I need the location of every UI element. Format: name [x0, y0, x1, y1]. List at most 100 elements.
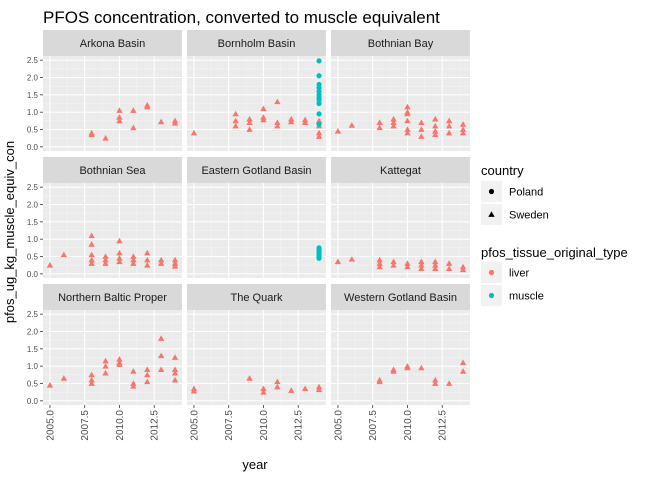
data-point	[418, 133, 425, 139]
data-point	[274, 122, 281, 129]
legend-color-symbol	[488, 292, 495, 299]
y-tick-label: 1.0	[27, 235, 39, 244]
chart-title: PFOS concentration, converted to muscle …	[43, 8, 440, 27]
data-point	[171, 263, 179, 269]
data-point	[418, 265, 425, 272]
data-point	[376, 263, 383, 270]
data-point	[459, 126, 467, 132]
data-point	[404, 126, 411, 132]
y-tick-label: 1.5	[27, 91, 39, 100]
legend-title-tissue-type: pfos_tissue_original_type	[481, 245, 628, 260]
x-tick-label: 2005.0	[45, 410, 56, 441]
data-point	[404, 129, 411, 136]
legend: country Poland Sweden pfos_tissue_original_…	[481, 163, 628, 306]
data-point	[390, 261, 397, 268]
data-point	[390, 368, 397, 374]
data-point	[390, 122, 397, 129]
data-point	[190, 129, 198, 136]
data-point	[144, 261, 151, 268]
data-point	[116, 107, 123, 113]
data-point	[246, 126, 253, 132]
data-point	[130, 260, 137, 266]
data-point	[157, 256, 165, 263]
data-point	[171, 366, 179, 373]
data-point	[404, 110, 411, 117]
data-point	[130, 107, 137, 113]
data-point	[116, 356, 123, 362]
data-point	[274, 98, 281, 105]
data-point	[316, 255, 322, 261]
data-point	[144, 249, 151, 256]
facet-strip-label: Eastern Gotland Basin	[201, 165, 311, 177]
data-point	[157, 118, 165, 125]
y-tick-label: 0.5	[27, 126, 39, 135]
data-point	[274, 378, 281, 385]
data-point	[88, 232, 95, 239]
y-tick-label: 0.0	[27, 143, 39, 152]
data-point	[432, 122, 439, 129]
y-tick-label: 2.0	[27, 200, 39, 209]
data-point	[432, 115, 439, 122]
data-point	[246, 375, 253, 381]
y-tick-label: 2.0	[27, 73, 39, 82]
data-point	[88, 241, 95, 247]
y-tick-label: 2.5	[27, 183, 39, 192]
y-tick-label: 2.5	[27, 56, 39, 65]
facet-strip	[331, 30, 470, 56]
data-point	[288, 118, 295, 125]
data-point	[116, 361, 123, 367]
data-point	[404, 364, 411, 371]
data-point	[260, 116, 267, 123]
data-point	[116, 255, 123, 261]
data-point	[157, 366, 165, 373]
data-point	[144, 366, 151, 373]
data-point	[376, 124, 383, 131]
data-point	[116, 249, 123, 256]
data-point	[376, 378, 383, 385]
data-point	[260, 105, 267, 112]
facet-strip	[187, 284, 326, 310]
x-tick-label: 2010.0	[115, 410, 126, 441]
y-tick-label: 0.0	[27, 397, 39, 406]
data-point	[432, 258, 439, 265]
y-tick-label: 1.5	[27, 345, 39, 354]
facet-strip	[43, 284, 182, 310]
data-point	[432, 376, 439, 383]
data-point	[157, 260, 165, 266]
data-point	[88, 260, 95, 266]
data-point	[116, 237, 123, 244]
legend-triangle-symbol	[488, 211, 495, 217]
facet-strip-label: Northern Baltic Proper	[58, 292, 167, 304]
data-point	[130, 124, 137, 131]
data-point	[116, 114, 123, 120]
x-tick-label: 2007.5	[368, 410, 379, 441]
x-tick-label: 2005.0	[189, 410, 200, 441]
data-point	[88, 371, 95, 378]
data-point	[288, 387, 295, 393]
data-point	[171, 256, 179, 263]
data-point	[260, 388, 267, 395]
data-point	[232, 117, 239, 124]
x-tick-label: 2007.5	[224, 410, 235, 441]
facet-bothnian-sea: Bothnian Sea 0.0 0.5 1.0 1.5 2.0 2.5	[27, 157, 182, 279]
data-point	[171, 354, 179, 360]
data-point	[404, 260, 411, 266]
data-point	[432, 131, 439, 138]
data-point	[445, 380, 453, 386]
data-point	[102, 256, 109, 263]
data-point	[102, 253, 109, 259]
facet-kattegat: Kattegat	[331, 157, 470, 278]
data-point	[334, 258, 342, 265]
x-tick-label: 2012.5	[294, 410, 305, 441]
legend-label-poland: Poland	[509, 187, 543, 199]
data-point	[144, 371, 151, 378]
y-tick-label: 1.0	[27, 362, 39, 371]
data-point	[260, 385, 267, 392]
data-point	[130, 253, 137, 259]
legend-circle-symbol	[488, 188, 495, 195]
facet-strip	[187, 30, 326, 56]
data-point	[88, 376, 95, 383]
facet-northern-baltic-proper: Northern Baltic Proper 0.0 0.5 1.0 1.5 2.0 2.5…	[27, 284, 182, 441]
data-point	[445, 129, 453, 136]
data-point	[404, 117, 411, 124]
